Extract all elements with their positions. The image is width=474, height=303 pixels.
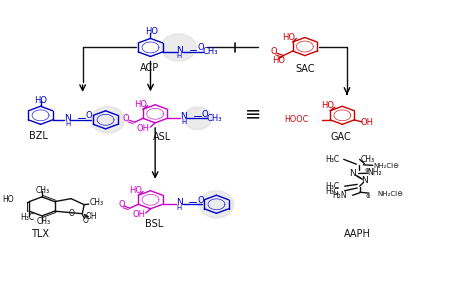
Text: HO: HO (145, 27, 158, 36)
Text: SAC: SAC (295, 64, 315, 74)
Text: OH: OH (132, 210, 146, 219)
Text: N: N (361, 176, 368, 185)
Text: O: O (270, 47, 277, 56)
Text: TLX: TLX (31, 228, 49, 238)
Text: GAC: GAC (331, 132, 352, 142)
Text: NH₂Cl⊖: NH₂Cl⊖ (374, 163, 400, 169)
Text: CH₃: CH₃ (36, 186, 50, 195)
Text: O: O (118, 200, 125, 209)
Text: HO: HO (321, 102, 334, 111)
Text: H₃C: H₃C (20, 213, 34, 222)
Text: HO: HO (134, 100, 146, 109)
Ellipse shape (91, 107, 125, 133)
Text: NH₂: NH₂ (368, 168, 383, 178)
Text: AAPH: AAPH (344, 228, 371, 238)
Text: H: H (177, 53, 182, 58)
Text: H₃C: H₃C (325, 155, 339, 164)
Text: CH₃: CH₃ (361, 155, 375, 164)
Text: CH₃: CH₃ (37, 218, 51, 226)
Text: ACP: ACP (139, 63, 159, 73)
Text: ASL: ASL (153, 132, 171, 142)
Text: O: O (198, 43, 204, 52)
Text: OH: OH (360, 118, 373, 127)
Text: N: N (349, 169, 356, 178)
Text: H₂N: H₂N (332, 191, 347, 200)
Text: O: O (202, 110, 209, 118)
Text: HO: HO (272, 56, 285, 65)
Text: BZL: BZL (29, 131, 47, 141)
Text: ≡: ≡ (245, 104, 262, 123)
Text: O: O (123, 114, 129, 123)
Text: HO: HO (129, 186, 142, 195)
Text: BSL: BSL (145, 219, 163, 229)
Text: HO: HO (283, 33, 295, 42)
Text: ⊕: ⊕ (366, 194, 370, 199)
Text: N: N (176, 198, 182, 207)
Text: HOOC: HOOC (284, 115, 309, 124)
Text: N: N (64, 114, 71, 123)
Text: O: O (86, 111, 92, 120)
Text: CH₃: CH₃ (207, 114, 222, 122)
Text: H: H (181, 119, 186, 125)
Text: H₃C: H₃C (325, 187, 339, 196)
Text: H: H (176, 205, 182, 211)
Text: HO: HO (34, 96, 47, 105)
Ellipse shape (199, 191, 234, 218)
Text: O: O (197, 195, 204, 205)
Text: O: O (69, 209, 75, 218)
Text: H₃C: H₃C (325, 182, 339, 191)
Text: N: N (176, 46, 183, 55)
Text: OH: OH (137, 124, 150, 133)
Ellipse shape (184, 107, 212, 130)
Text: N: N (180, 112, 187, 121)
Text: HO: HO (2, 195, 14, 204)
Text: CH₃: CH₃ (89, 198, 103, 207)
Text: H: H (65, 121, 70, 127)
Text: OH: OH (86, 212, 98, 221)
Text: CH₃: CH₃ (202, 47, 218, 56)
Text: ⊕: ⊕ (365, 168, 369, 173)
Ellipse shape (161, 34, 196, 61)
Text: O: O (82, 216, 88, 225)
Text: NH₂Cl⊖: NH₂Cl⊖ (377, 191, 403, 197)
